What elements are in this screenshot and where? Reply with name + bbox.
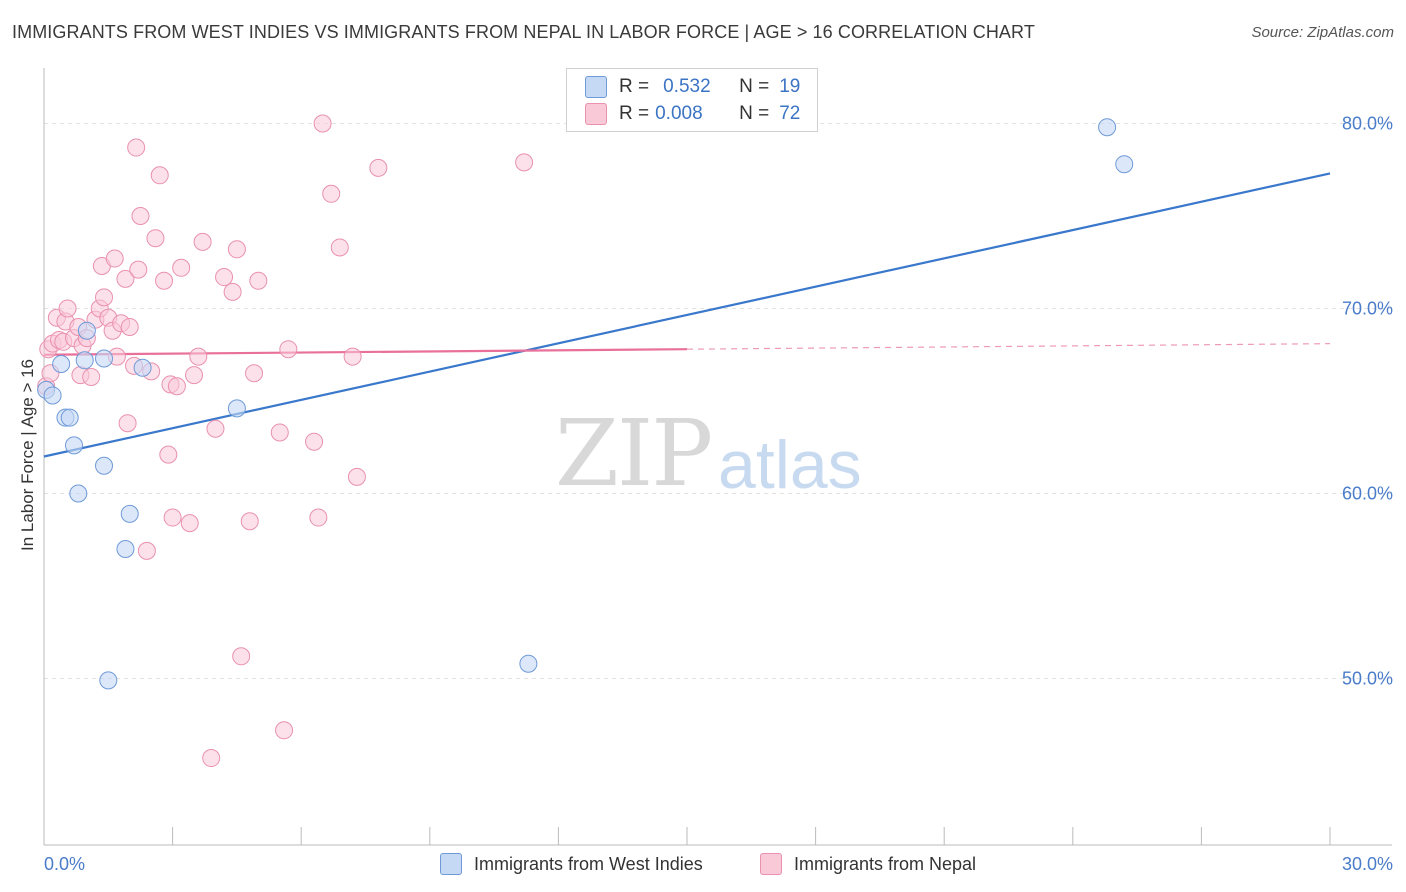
- y-tick-label: 60.0%: [1342, 484, 1393, 504]
- legend-row-nepal: R = 0.008 N = 72: [585, 102, 800, 126]
- data-point-nepal: [58, 299, 77, 318]
- data-point-nepal: [129, 260, 148, 279]
- legend-r-label: R =: [619, 103, 650, 124]
- data-point-nepal: [116, 269, 135, 288]
- bottom-legend-west-indies: Immigrants from West Indies: [440, 852, 703, 876]
- legend-n-label: N =: [739, 103, 770, 124]
- data-point-west-indies: [519, 654, 538, 673]
- trend-line-nepal: [43, 348, 688, 356]
- y-tick-label: 50.0%: [1342, 669, 1393, 689]
- data-point-nepal: [172, 258, 191, 277]
- watermark-zip: ZIP: [555, 400, 713, 507]
- data-point-nepal: [118, 414, 137, 433]
- data-point-nepal: [137, 541, 156, 560]
- chart-title: IMMIGRANTS FROM WEST INDIES VS IMMIGRANT…: [12, 22, 1035, 42]
- data-point-nepal: [155, 271, 174, 290]
- data-point-west-indies: [65, 436, 84, 455]
- data-point-nepal: [313, 114, 332, 133]
- correlation-legend: R = 0.532 N = 19 R = 0.008 N = 72: [566, 68, 818, 132]
- legend-n-label: N =: [739, 76, 770, 97]
- data-point-nepal: [193, 232, 212, 251]
- data-point-west-indies: [120, 504, 139, 523]
- data-point-nepal: [82, 367, 101, 386]
- data-point-nepal: [131, 207, 150, 225]
- data-point-west-indies: [43, 386, 62, 405]
- data-point-west-indies: [95, 349, 114, 368]
- data-point-west-indies: [95, 456, 114, 475]
- data-point-west-indies: [227, 399, 246, 418]
- legend-n-value: 72: [779, 103, 801, 124]
- data-point-nepal: [95, 288, 114, 307]
- data-point-nepal: [322, 184, 341, 203]
- legend-row-west-indies: R = 0.532 N = 19: [585, 75, 800, 99]
- data-point-west-indies: [116, 540, 135, 558]
- data-point-nepal: [227, 240, 246, 259]
- legend-r-value: 0.008: [655, 103, 703, 124]
- data-point-west-indies: [1098, 118, 1117, 137]
- data-point-nepal: [309, 508, 328, 527]
- data-point-nepal: [120, 318, 139, 336]
- points-west-indies: [37, 118, 1134, 690]
- x-tick-label-min: 0.0%: [44, 854, 85, 874]
- legend-r-label: R =: [619, 76, 650, 97]
- source-label: Source: ZipAtlas.com: [1251, 24, 1394, 41]
- data-point-nepal: [150, 166, 169, 185]
- data-point-nepal: [279, 340, 298, 359]
- data-point-nepal: [206, 419, 225, 438]
- trend-lines: [43, 172, 1331, 458]
- data-point-west-indies: [1115, 155, 1134, 174]
- legend-swatch-nepal: [585, 103, 607, 125]
- data-point-nepal: [127, 138, 146, 157]
- legend-swatch-west-indies: [585, 76, 607, 98]
- data-point-nepal: [232, 647, 251, 666]
- bottom-legend-label-nepal: Immigrants from Nepal: [794, 853, 977, 874]
- data-point-nepal: [245, 364, 264, 383]
- data-point-west-indies: [60, 408, 79, 427]
- data-point-nepal: [249, 271, 268, 290]
- data-point-nepal: [163, 508, 182, 527]
- watermark-atlas: atlas: [718, 427, 862, 503]
- data-point-nepal: [215, 268, 234, 287]
- data-point-nepal: [240, 512, 259, 531]
- legend-r-value: 0.532: [663, 76, 711, 97]
- data-point-west-indies: [69, 484, 88, 503]
- data-point-nepal: [347, 467, 366, 486]
- legend-n-value: 19: [779, 76, 801, 97]
- bottom-legend-label-west-indies: Immigrants from West Indies: [474, 853, 703, 874]
- data-point-nepal: [185, 366, 204, 385]
- data-point-nepal: [515, 153, 534, 172]
- data-point-nepal: [202, 749, 221, 768]
- data-point-west-indies: [77, 321, 96, 340]
- data-point-nepal: [270, 423, 289, 442]
- axes: [43, 68, 1392, 846]
- data-point-west-indies: [52, 355, 71, 373]
- data-point-west-indies: [99, 671, 118, 690]
- data-point-nepal: [167, 377, 186, 396]
- data-point-nepal: [223, 282, 242, 301]
- trend-line-nepal-extension: [686, 343, 1331, 350]
- data-point-nepal: [330, 238, 349, 257]
- data-point-nepal: [189, 347, 208, 366]
- data-point-west-indies: [133, 358, 152, 377]
- data-point-nepal: [369, 158, 388, 177]
- y-tick-label: 70.0%: [1342, 299, 1393, 319]
- bottom-legend-nepal: Immigrants from Nepal: [760, 852, 976, 876]
- x-tick-label-max: 30.0%: [1342, 854, 1393, 874]
- points-nepal: [37, 114, 534, 768]
- bottom-swatch-nepal: [760, 853, 782, 875]
- y-tick-label: 80.0%: [1342, 114, 1393, 134]
- grid-lines: [44, 123, 1392, 679]
- data-point-west-indies: [75, 351, 94, 370]
- y-tick-labels: 50.0% 60.0% 70.0% 80.0%: [1342, 114, 1393, 689]
- data-point-nepal: [159, 445, 178, 464]
- bottom-swatch-west-indies: [440, 853, 462, 875]
- data-point-nepal: [105, 249, 124, 268]
- data-point-nepal: [180, 514, 199, 533]
- data-point-nepal: [275, 721, 294, 740]
- data-point-nepal: [343, 347, 362, 366]
- data-point-nepal: [305, 432, 324, 451]
- trend-line-west-indies: [43, 172, 1331, 458]
- data-point-nepal: [146, 229, 165, 248]
